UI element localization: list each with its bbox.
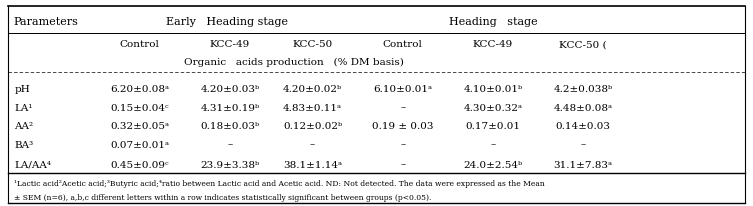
Text: 0.07±0.01ᵃ: 0.07±0.01ᵃ [110,140,169,149]
Text: LA¹: LA¹ [14,103,32,112]
Text: 0.32±0.05ᵃ: 0.32±0.05ᵃ [110,122,169,130]
Text: 6.20±0.08ᵃ: 6.20±0.08ᵃ [110,85,169,94]
Text: 4.20±0.03ᵇ: 4.20±0.03ᵇ [200,85,260,94]
Text: 0.19 ± 0.03: 0.19 ± 0.03 [372,122,434,130]
Text: –: – [581,140,586,149]
Text: 4.83±0.11ᵃ: 4.83±0.11ᵃ [283,103,342,112]
Text: 31.1±7.83ᵃ: 31.1±7.83ᵃ [553,160,613,169]
Text: 4.31±0.19ᵇ: 4.31±0.19ᵇ [200,103,260,112]
Text: KCC-49: KCC-49 [210,40,250,49]
Text: –: – [490,140,495,149]
Text: Parameters: Parameters [14,17,78,27]
Text: Control: Control [383,40,422,49]
Text: 4.20±0.02ᵇ: 4.20±0.02ᵇ [283,85,342,94]
Text: Control: Control [120,40,160,49]
Text: 4.2±0.038ᵇ: 4.2±0.038ᵇ [553,85,613,94]
Text: 0.15±0.04ᶜ: 0.15±0.04ᶜ [111,103,169,112]
Text: 0.45±0.09ᶜ: 0.45±0.09ᶜ [111,160,169,169]
Text: –: – [310,140,316,149]
Text: 4.10±0.01ᵇ: 4.10±0.01ᵇ [463,85,523,94]
Text: pH: pH [14,85,30,94]
Text: 23.9±3.38ᵇ: 23.9±3.38ᵇ [200,160,260,169]
Text: –: – [400,103,405,112]
Text: AA²: AA² [14,122,33,130]
Text: –: – [400,140,405,149]
Text: ± SEM (n=6), a,b,c different letters within a row indicates statistically signif: ± SEM (n=6), a,b,c different letters wit… [14,193,431,201]
Text: 6.10±0.01ᵃ: 6.10±0.01ᵃ [373,85,432,94]
Text: Early   Heading stage: Early Heading stage [166,17,288,27]
Text: –: – [227,140,233,149]
Text: 38.1±1.14ᵃ: 38.1±1.14ᵃ [283,160,342,169]
Text: 4.30±0.32ᵃ: 4.30±0.32ᵃ [463,103,523,112]
Text: 4.48±0.08ᵃ: 4.48±0.08ᵃ [553,103,613,112]
Text: 0.18±0.03ᵇ: 0.18±0.03ᵇ [200,122,260,130]
Text: ¹Lactic acid²Acetic acid;³Butyric acid;⁴ratio between Lactic acid and Acetic aci: ¹Lactic acid²Acetic acid;³Butyric acid;⁴… [14,179,545,187]
Text: 0.17±0.01: 0.17±0.01 [465,122,520,130]
Text: Organic   acids production   (% DM basis): Organic acids production (% DM basis) [184,57,404,67]
Text: KCC-49: KCC-49 [473,40,513,49]
Text: Heading   stage: Heading stage [449,17,538,27]
Text: BA³: BA³ [14,140,33,149]
Text: KCC-50 (: KCC-50 ( [559,40,607,49]
Text: –: – [400,160,405,169]
Text: LA/AA⁴: LA/AA⁴ [14,160,51,169]
Text: KCC-50: KCC-50 [292,40,333,49]
Text: 24.0±2.54ᵇ: 24.0±2.54ᵇ [463,160,523,169]
Text: 0.12±0.02ᵇ: 0.12±0.02ᵇ [283,122,342,130]
Text: 0.14±0.03: 0.14±0.03 [556,122,611,130]
